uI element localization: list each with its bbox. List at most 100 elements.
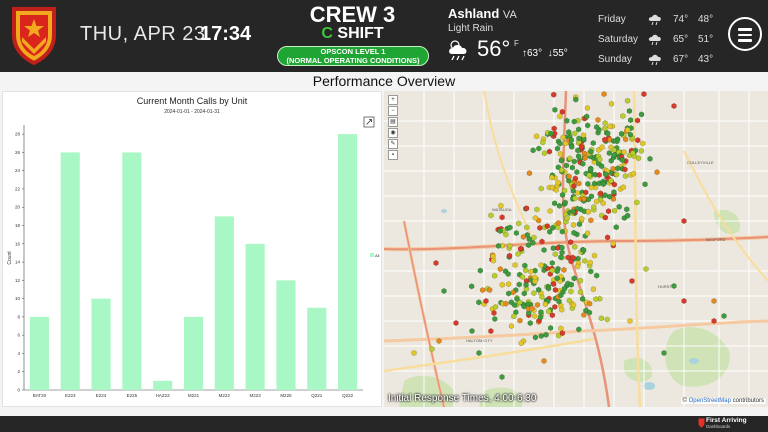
response-marker[interactable] [585, 196, 592, 203]
response-marker[interactable] [550, 281, 557, 288]
response-marker[interactable] [551, 91, 557, 98]
response-marker[interactable] [527, 320, 533, 327]
response-marker[interactable] [571, 183, 577, 190]
response-marker[interactable] [629, 277, 635, 285]
response-marker[interactable] [564, 215, 570, 222]
response-marker[interactable] [641, 91, 647, 98]
bar-e223[interactable] [60, 152, 80, 390]
response-marker[interactable] [505, 270, 511, 278]
response-marker[interactable] [598, 315, 605, 322]
response-marker[interactable] [411, 349, 417, 357]
response-marker[interactable] [579, 215, 585, 222]
response-marker[interactable] [624, 126, 631, 133]
response-marker[interactable] [515, 250, 521, 258]
response-marker[interactable] [558, 157, 565, 164]
response-marker[interactable] [576, 326, 582, 333]
response-marker[interactable] [521, 290, 527, 297]
response-marker[interactable] [635, 155, 642, 162]
response-marker[interactable] [505, 290, 512, 297]
response-marker[interactable] [526, 170, 533, 177]
response-marker[interactable] [532, 274, 538, 281]
response-marker[interactable] [624, 212, 631, 219]
response-marker[interactable] [581, 136, 587, 143]
response-marker[interactable] [604, 316, 610, 323]
response-marker[interactable] [569, 164, 576, 171]
response-marker[interactable] [548, 130, 554, 137]
response-marker[interactable] [552, 106, 558, 113]
response-marker[interactable] [647, 155, 653, 162]
response-marker[interactable] [561, 266, 567, 273]
response-marker[interactable] [550, 224, 556, 231]
response-marker[interactable] [497, 266, 503, 273]
response-marker[interactable] [549, 174, 555, 181]
response-marker[interactable] [627, 117, 634, 124]
response-marker[interactable] [551, 200, 558, 207]
bar-m225[interactable] [276, 280, 296, 390]
response-marker[interactable] [534, 301, 541, 308]
response-marker[interactable] [582, 257, 588, 264]
response-marker[interactable] [529, 305, 535, 312]
openstreetmap-link[interactable]: OpenStreetMap [688, 398, 731, 404]
response-marker[interactable] [528, 268, 534, 275]
response-marker[interactable] [606, 150, 613, 157]
response-marker[interactable] [507, 242, 513, 249]
response-marker[interactable] [547, 228, 553, 235]
response-marker[interactable] [507, 224, 513, 231]
response-marker[interactable] [611, 152, 617, 159]
response-marker[interactable] [622, 166, 628, 173]
response-marker[interactable] [477, 267, 483, 274]
map-canvas[interactable]: COLLEYVILLE WATAUGA BEDFORD HURST HALTOM… [384, 91, 768, 407]
response-marker[interactable] [532, 278, 538, 285]
response-marker[interactable] [541, 246, 547, 254]
response-marker[interactable] [544, 223, 550, 230]
response-marker[interactable] [568, 281, 575, 288]
response-marker[interactable] [537, 314, 544, 321]
response-marker[interactable] [570, 254, 576, 261]
bar-haz22[interactable] [153, 380, 173, 390]
response-marker[interactable] [547, 207, 553, 215]
response-marker[interactable] [577, 277, 584, 284]
response-marker[interactable] [561, 285, 568, 292]
response-marker[interactable] [661, 349, 667, 357]
bar-m222[interactable] [214, 216, 234, 390]
bar-e225[interactable] [122, 152, 142, 390]
response-marker[interactable] [591, 203, 597, 211]
bar-q222[interactable] [338, 134, 358, 390]
response-marker[interactable] [578, 143, 585, 150]
response-marker[interactable] [583, 189, 589, 196]
response-marker[interactable] [600, 181, 607, 188]
response-marker[interactable] [610, 165, 616, 172]
response-marker[interactable] [571, 158, 577, 165]
response-marker[interactable] [561, 187, 568, 194]
response-marker[interactable] [492, 303, 499, 310]
response-marker[interactable] [541, 357, 547, 365]
response-marker[interactable] [634, 199, 640, 206]
response-marker[interactable] [581, 311, 587, 318]
response-marker[interactable] [638, 111, 645, 118]
response-marker[interactable] [603, 171, 609, 178]
response-marker[interactable] [495, 242, 502, 249]
response-marker[interactable] [530, 147, 536, 154]
response-marker[interactable] [555, 224, 561, 231]
response-marker[interactable] [585, 180, 591, 187]
response-marker[interactable] [499, 281, 505, 288]
response-marker[interactable] [436, 337, 442, 345]
response-marker[interactable] [505, 281, 512, 288]
response-marker[interactable] [549, 312, 556, 319]
response-marker[interactable] [523, 285, 530, 293]
response-marker[interactable] [559, 306, 565, 313]
response-marker[interactable] [545, 285, 552, 292]
response-marker[interactable] [584, 104, 591, 112]
response-marker[interactable] [593, 296, 599, 303]
response-marker[interactable] [595, 116, 601, 123]
response-marker[interactable] [576, 135, 582, 142]
response-marker[interactable] [622, 173, 629, 180]
response-marker[interactable] [591, 252, 598, 259]
response-marker[interactable] [630, 170, 637, 177]
bar-e224[interactable] [91, 298, 111, 390]
response-marker[interactable] [511, 313, 517, 320]
response-marker[interactable] [558, 167, 565, 174]
response-marker[interactable] [531, 234, 537, 241]
response-marker[interactable] [619, 157, 626, 164]
response-marker[interactable] [555, 219, 562, 227]
